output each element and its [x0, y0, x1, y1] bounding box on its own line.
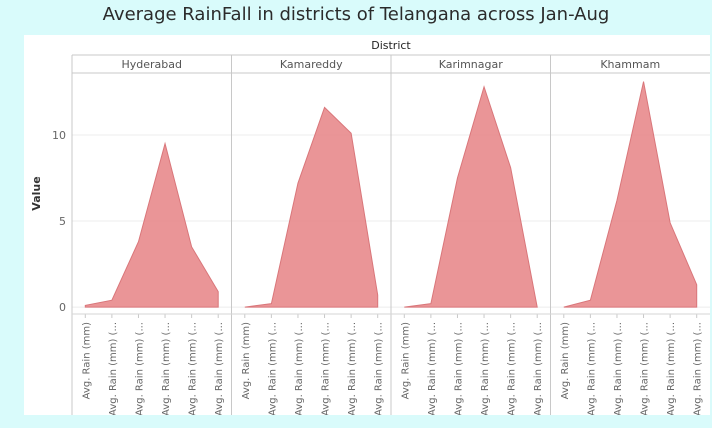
x-tick-label: Avg. Rain (mm) (...	[507, 322, 518, 415]
facet-area-chart: District Value 0 5 10 Hyderabad Avg. Rain (mm)…	[30, 39, 710, 415]
facet-label-karimnagar: Karimnagar	[439, 58, 503, 71]
x-tick-label: Avg. Rain (mm) (...	[161, 322, 172, 415]
y-tick-label: 10	[52, 129, 66, 142]
area-series-karimnagar	[404, 85, 538, 308]
facet-label-khammam: Khammam	[600, 58, 660, 71]
x-tick-label: Avg. Rain (mm) (...	[347, 322, 358, 415]
facet-label-kamareddy: Kamareddy	[280, 58, 343, 71]
facet-header-label: District	[371, 39, 411, 52]
x-tick-label: Avg. Rain (mm) (...	[134, 322, 145, 415]
x-tick-label: Avg. Rain (mm) (...	[613, 322, 624, 415]
x-tick-label: Avg. Rain (mm)	[241, 322, 252, 399]
x-tick-label: Avg. Rain (mm) (...	[294, 322, 305, 415]
y-tick-label: 5	[59, 215, 66, 228]
area-series-hyderabad	[84, 141, 219, 308]
x-tick-label: Avg. Rain (mm) (...	[374, 322, 385, 415]
x-tick-label: Avg. Rain (mm) (...	[693, 322, 704, 415]
x-tick-label: Avg. Rain (mm)	[400, 322, 411, 399]
chart-title: Average RainFall in districts of Telanga…	[102, 4, 610, 25]
area-series-kamareddy	[244, 106, 379, 308]
x-tick-label: Avg. Rain (mm) (...	[453, 322, 464, 415]
x-tick-label: Avg. Rain (mm)	[81, 322, 92, 399]
x-tick-label: Avg. Rain (mm) (...	[480, 322, 491, 415]
x-tick-label: Avg. Rain (mm) (...	[108, 322, 119, 415]
x-tick-label: Avg. Rain (mm) (...	[427, 322, 438, 415]
x-tick-label: Avg. Rain (mm) (...	[640, 322, 651, 415]
x-tick-label: Avg. Rain (mm) (...	[267, 322, 278, 415]
x-tick-label: Avg. Rain (mm) (...	[586, 322, 597, 415]
chart-panel: District Value 0 5 10 Hyderabad Avg. Rain (mm)…	[24, 35, 710, 415]
x-tick-label: Avg. Rain (mm) (...	[666, 322, 677, 415]
facet-label-hyderabad: Hyderabad	[122, 58, 183, 71]
area-series-khammam	[563, 81, 698, 308]
x-tick-label: Avg. Rain (mm) (...	[214, 322, 225, 415]
x-tick-label: Avg. Rain (mm) (...	[533, 322, 544, 415]
x-tick-label: Avg. Rain (mm)	[560, 322, 571, 399]
y-axis-label: Value	[30, 176, 43, 210]
x-tick-label: Avg. Rain (mm) (...	[188, 322, 199, 415]
x-tick-label: Avg. Rain (mm) (...	[321, 322, 332, 415]
y-tick-label: 0	[59, 301, 66, 314]
